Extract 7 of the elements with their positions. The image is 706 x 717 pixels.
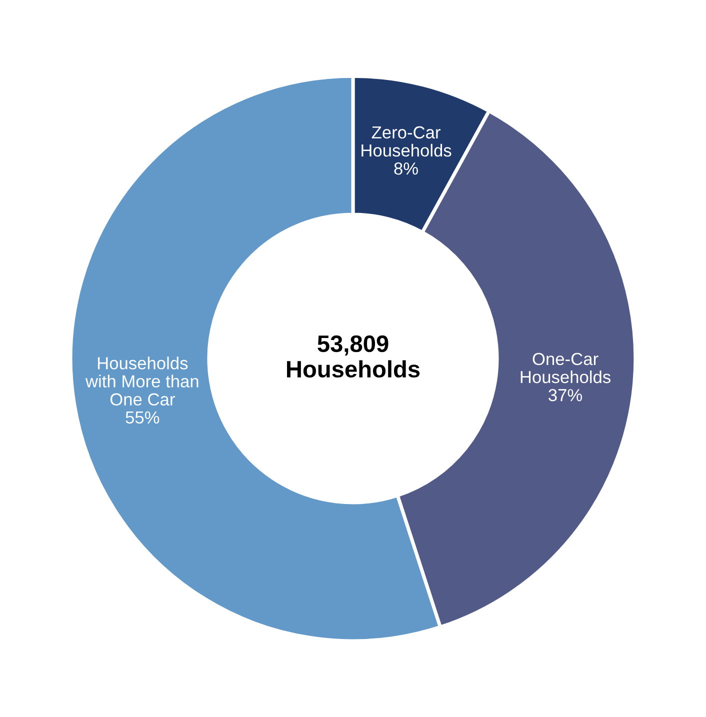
data-label: 8%: [394, 162, 418, 175]
slice-label: Zero-Car Households: [362, 126, 452, 157]
text: 53,809 Households: [287, 335, 420, 378]
data-label: 55%: [126, 411, 160, 424]
data-label: 37%: [548, 389, 582, 402]
slice-label: One-Car Households: [520, 352, 610, 384]
slice-label: Households with More than One Car: [85, 356, 198, 406]
